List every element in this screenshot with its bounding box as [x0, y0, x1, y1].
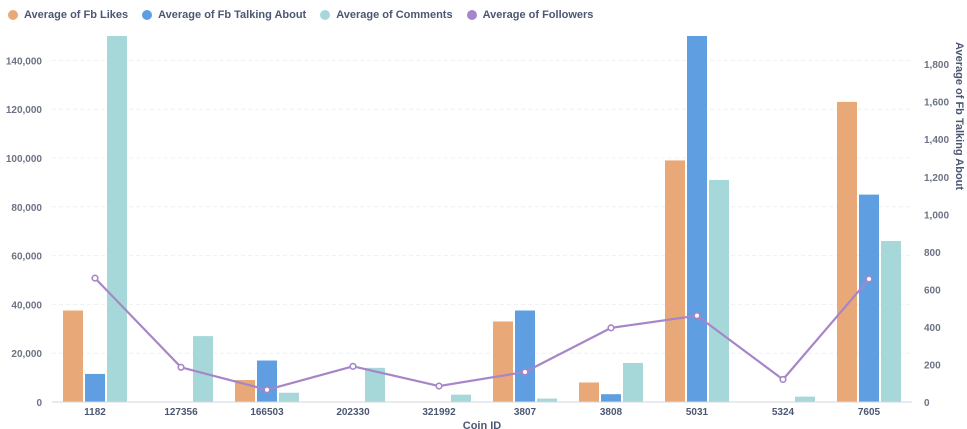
legend-label-followers: Average of Followers	[482, 9, 594, 21]
followers-point-5324[interactable]	[779, 375, 787, 384]
y-right-tick-label: 1,000	[924, 210, 949, 221]
x-tick-label: 3808	[600, 407, 623, 418]
bar-average-of-comments-321992[interactable]	[451, 394, 471, 402]
bar-average-of-fb-talking-about-5031[interactable]	[687, 36, 707, 402]
x-tick-label: 321992	[422, 407, 456, 418]
bar-average-of-comments-5031[interactable]	[709, 179, 729, 402]
legend-item-fb-likes[interactable]: Average of Fb Likes	[8, 9, 128, 21]
bar-average-of-fb-talking-about-166503[interactable]	[257, 360, 277, 402]
y-right-axis-title: Average of Fb Talking About	[953, 42, 965, 190]
bar-average-of-fb-talking-about-1182[interactable]	[85, 373, 105, 402]
y-right-tick-label: 1,600	[924, 98, 949, 109]
legend-swatch-fb-talking-about	[142, 10, 153, 20]
legend: Average of Fb Likes Average of Fb Talkin…	[8, 9, 593, 21]
followers-point-3807[interactable]	[521, 368, 529, 376]
legend-label-fb-talking-about: Average of Fb Talking About	[158, 9, 307, 21]
x-tick-label: 127356	[164, 407, 198, 418]
y-left-tick-label: 120,000	[6, 105, 43, 116]
followers-point-7605[interactable]	[865, 275, 873, 283]
legend-label-fb-likes: Average of Fb Likes	[24, 9, 129, 21]
followers-point-321992[interactable]	[435, 382, 443, 390]
followers-point-166503[interactable]	[263, 386, 271, 394]
y-left-tick-label: 100,000	[6, 154, 43, 165]
y-left-tick-label: 60,000	[11, 252, 42, 263]
y-left-tick-label: 40,000	[11, 300, 42, 311]
legend-swatch-followers	[466, 10, 477, 20]
followers-point-1182[interactable]	[91, 274, 99, 282]
followers-point-3808[interactable]	[607, 324, 615, 332]
followers-line-group	[91, 274, 873, 394]
bar-average-of-fb-likes-7605[interactable]	[837, 101, 857, 402]
x-tick-label: 7605	[858, 407, 881, 418]
bar-average-of-fb-talking-about-3807[interactable]	[515, 310, 535, 403]
legend-swatch-fb-likes	[8, 10, 18, 20]
bar-average-of-comments-166503[interactable]	[279, 392, 299, 402]
y-right-tick-label: 800	[924, 248, 941, 259]
gridlines	[52, 59, 912, 354]
bar-average-of-comments-7605[interactable]	[881, 240, 901, 402]
y-left-tick-label: 140,000	[6, 56, 43, 67]
x-tick-label: 5324	[772, 407, 795, 418]
y-right-tick-label: 600	[924, 285, 941, 296]
bar-average-of-comments-5324[interactable]	[795, 396, 815, 402]
bar-average-of-fb-talking-about-3808[interactable]	[601, 394, 621, 402]
y-right-tick-label: 1,200	[924, 173, 949, 184]
legend-item-fb-talking-about[interactable]: Average of Fb Talking About	[142, 9, 306, 21]
x-tick-label: 1182	[84, 407, 106, 418]
y-left-tick-label: 0	[36, 398, 42, 409]
bar-average-of-comments-1182[interactable]	[107, 36, 127, 402]
bars	[63, 36, 901, 402]
legend-item-followers[interactable]: Average of Followers	[466, 9, 594, 21]
followers-line	[94, 277, 870, 391]
x-tick-label: 3807	[514, 407, 537, 418]
bar-average-of-fb-likes-3807[interactable]	[493, 321, 513, 402]
y-right-tick-label: 1,800	[924, 60, 949, 71]
bar-average-of-fb-likes-3808[interactable]	[579, 382, 599, 402]
followers-point-5031[interactable]	[693, 312, 701, 320]
bar-average-of-comments-3808[interactable]	[623, 362, 643, 402]
bar-average-of-fb-likes-1182[interactable]	[63, 310, 83, 403]
legend-item-comments[interactable]: Average of Comments	[320, 9, 453, 21]
x-tick-label: 202330	[336, 407, 370, 418]
followers-point-202330[interactable]	[349, 362, 357, 370]
axes: 0 20,000 40,000 60,000 80,000 100,000 120,000 1…	[6, 42, 965, 429]
x-axis-title: Coin ID	[463, 420, 502, 429]
x-tick-label: 166503	[250, 407, 284, 418]
bar-average-of-fb-talking-about-7605[interactable]	[859, 194, 879, 402]
bar-average-of-comments-127356[interactable]	[193, 336, 213, 402]
y-right-tick-label: 1,400	[924, 135, 949, 146]
y-left-tick-label: 80,000	[11, 203, 42, 214]
bar-average-of-comments-3807[interactable]	[537, 398, 557, 402]
y-right-tick-label: 200	[924, 360, 941, 371]
x-tick-label: 5031	[686, 407, 709, 418]
bar-average-of-fb-likes-5031[interactable]	[665, 160, 685, 402]
y-right-tick-label: 400	[924, 323, 941, 334]
legend-swatch-comments	[320, 10, 331, 20]
y-left-tick-label: 20,000	[11, 349, 42, 360]
y-right-tick-label: 0	[924, 398, 930, 409]
bar-average-of-comments-202330[interactable]	[365, 367, 385, 402]
followers-point-127356[interactable]	[177, 363, 185, 371]
legend-label-comments: Average of Comments	[336, 9, 453, 21]
